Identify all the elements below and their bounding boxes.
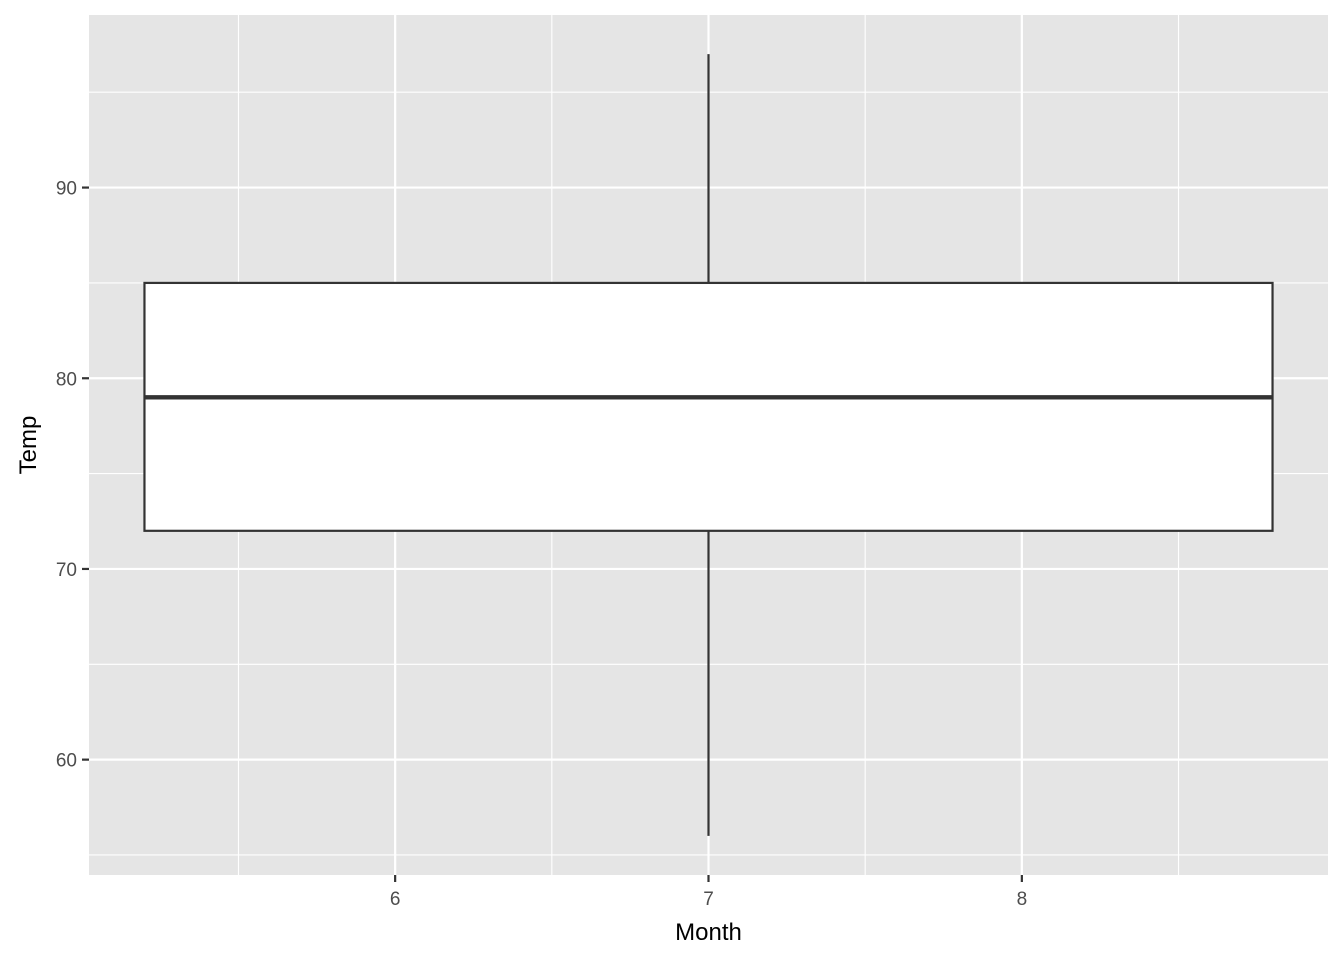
x-tick-label: 6 xyxy=(390,889,401,910)
y-tick-label: 60 xyxy=(56,751,77,772)
x-axis-title: Month xyxy=(675,919,742,946)
x-tick-label: 7 xyxy=(703,889,714,910)
y-axis: 60 70 80 90 xyxy=(56,179,89,772)
x-tick-label: 8 xyxy=(1017,889,1028,910)
box-iqr xyxy=(143,281,1274,532)
y-tick-label: 80 xyxy=(56,369,77,390)
boxplot-layer xyxy=(143,54,1274,836)
x-axis: 6 7 8 xyxy=(390,875,1027,910)
y-tick-label: 90 xyxy=(56,179,77,200)
y-axis-title: Temp xyxy=(15,416,42,475)
y-tick-label: 70 xyxy=(56,560,77,581)
